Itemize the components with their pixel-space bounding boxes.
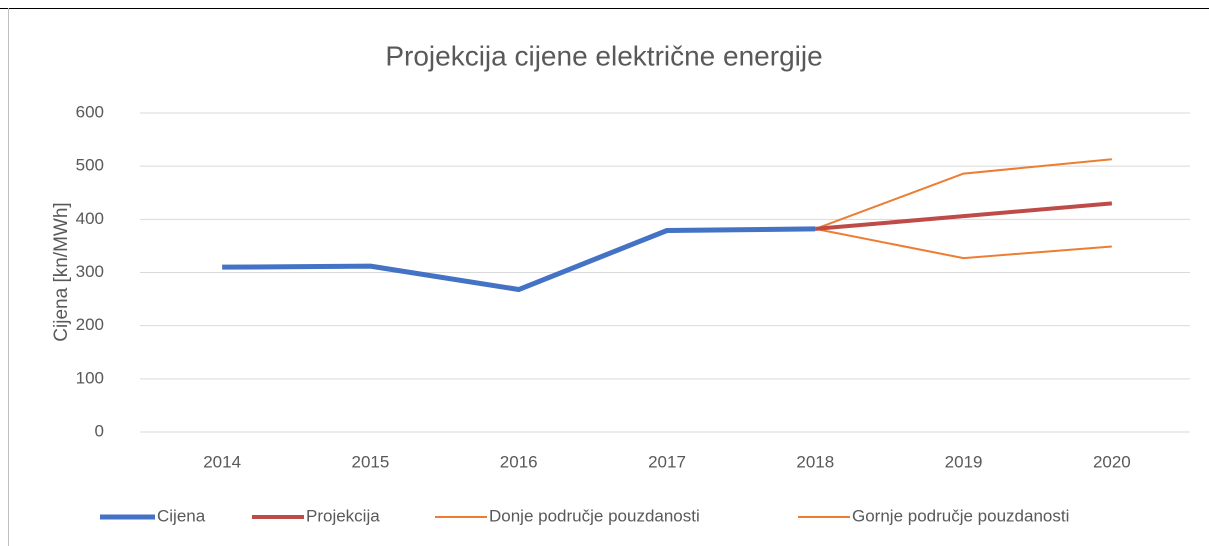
x-tick-label: 2017 (648, 452, 686, 471)
chart-title: Projekcija cijene električne energije (385, 40, 822, 71)
legend-label: Donje područje pouzdanosti (489, 506, 700, 525)
series-line (222, 226, 816, 293)
x-tick-label: 2016 (500, 452, 538, 471)
x-tick-label: 2015 (352, 452, 390, 471)
legend-label: Gornje područje pouzdanosti (852, 506, 1069, 525)
y-tick-label: 500 (76, 156, 104, 175)
series-line (814, 158, 1112, 230)
x-tick-label: 2014 (203, 452, 241, 471)
series-line (815, 201, 1113, 231)
y-tick-label: 100 (76, 368, 104, 387)
y-tick-label: 300 (76, 262, 104, 281)
y-tick-label: 0 (95, 421, 104, 440)
y-tick-label: 200 (76, 315, 104, 334)
x-tick-label: 2018 (796, 452, 834, 471)
series-line (815, 227, 1112, 260)
y-axis-label: Cijena [kn/MWh] (51, 202, 72, 341)
legend-label: Cijena (157, 506, 206, 525)
x-tick-label: 2019 (945, 452, 983, 471)
x-tick-label: 2020 (1093, 452, 1131, 471)
y-tick-label: 400 (76, 209, 104, 228)
y-tick-label: 600 (76, 102, 104, 121)
legend-label: Projekcija (306, 506, 380, 525)
